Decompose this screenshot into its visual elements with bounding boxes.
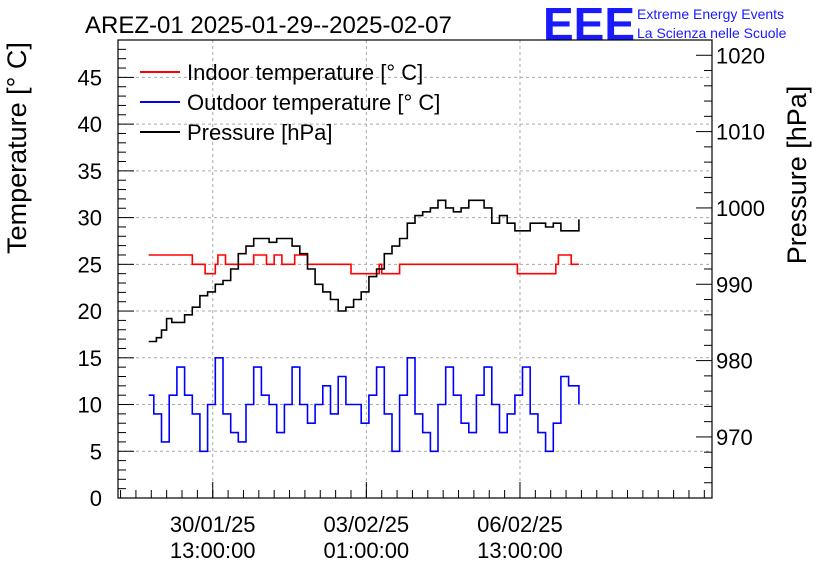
x-tick-label-time: 01:00:00 [324,538,410,563]
y-tick-label: 0 [90,486,102,511]
series-group [148,199,580,453]
series-line-indoor [148,254,579,275]
x-tick-label-date: 30/01/25 [170,512,256,537]
chart-title: AREZ-01 2025-01-29--2025-02-07 [85,12,452,39]
axes: 0 5 10 15 20 25 30 35 40 45 970 980 990 1000 1010 1020 3… [78,39,765,563]
x-tick-label-time: 13:00:00 [170,538,256,563]
y2-axis-label: Pressure [hPa] [782,86,812,265]
y-tick-label: 30 [78,206,102,231]
series-line-pressure [148,199,580,343]
y2-tick-label: 970 [716,425,753,450]
legend-label: Outdoor temperature [° C] [187,90,440,115]
brand-line-1: Extreme Energy Events [637,6,784,22]
logo-text: EEE [543,0,635,50]
legend-label: Pressure [hPa] [187,120,333,145]
y2-tick-label: 1000 [716,196,765,221]
brand-line-2: La Scienza nelle Scuole [637,25,787,41]
y-tick-label: 40 [78,112,102,137]
x-tick-label-time: 13:00:00 [477,538,563,563]
y-axis-label: Temperature [° C] [2,42,32,254]
y-tick-label: 45 [78,65,102,90]
x-tick-label-date: 03/02/25 [324,512,410,537]
y2-tick-label: 990 [716,272,753,297]
legend: Indoor temperature [° C] Outdoor temperat… [140,60,440,145]
y2-tick-label: 980 [716,349,753,374]
y-tick-label: 5 [90,439,102,464]
y2-tick-label: 1020 [716,43,765,68]
y2-tick-label: 1010 [716,120,765,145]
y-tick-label: 35 [78,159,102,184]
x-tick-label-date: 06/02/25 [477,512,563,537]
legend-label: Indoor temperature [° C] [187,60,423,85]
y-tick-label: 20 [78,299,102,324]
y-tick-label: 15 [78,346,102,371]
y-tick-label: 25 [78,252,102,277]
plot-frame [117,39,713,499]
eee-logo: EEE Extreme Energy Events La Scienza nel… [543,0,787,50]
series-line-outdoor [148,357,580,453]
y-tick-label: 10 [78,393,102,418]
